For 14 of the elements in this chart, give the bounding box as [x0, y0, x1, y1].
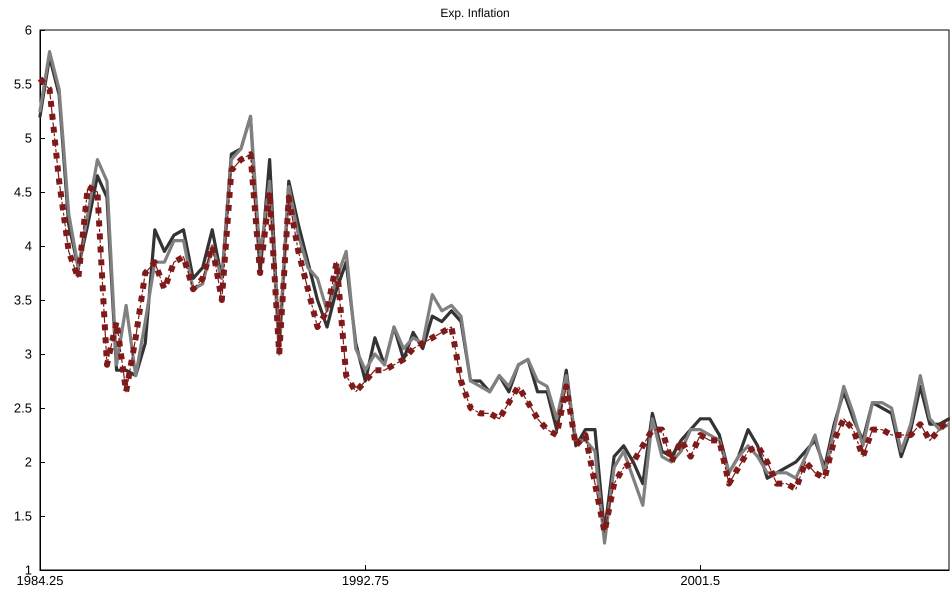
y-tick-label: 2 [24, 454, 32, 470]
y-tick-label: 3 [24, 346, 32, 362]
y-tick-label: 5.5 [14, 76, 32, 92]
x-tick-label: 2001.5 [680, 573, 720, 588]
x-tick-label: 1984.25 [16, 573, 64, 588]
y-tick-label: 2.5 [14, 400, 32, 416]
chart-title: Exp. Inflation [440, 6, 510, 20]
y-tick-label: 3.5 [14, 292, 32, 308]
x-tick-label: 1992.75 [342, 573, 389, 588]
y-tick-label: 4.5 [14, 184, 32, 200]
y-tick-label: 5 [24, 130, 32, 146]
y-tick-label: 4 [24, 238, 32, 254]
y-tick-label: 6 [24, 22, 32, 38]
y-tick-label: 1.5 [14, 508, 32, 524]
